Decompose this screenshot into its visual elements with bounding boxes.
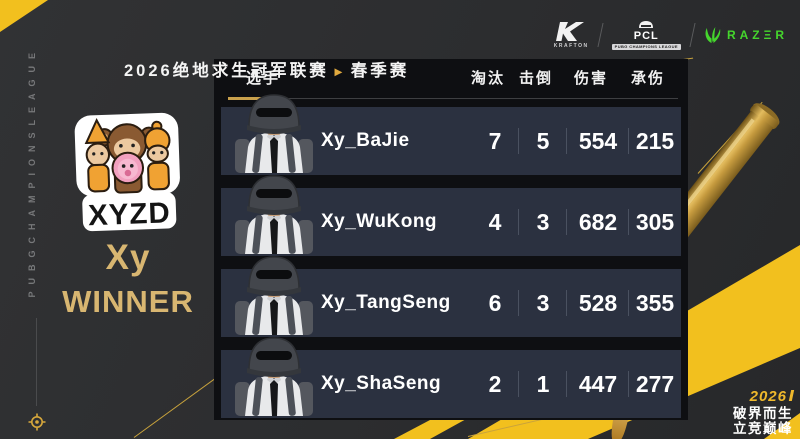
stat-taken: 277 xyxy=(629,371,681,398)
player-avatar xyxy=(221,337,321,418)
stat-kills: 7 xyxy=(488,127,502,154)
stat-kills: 2 xyxy=(488,370,502,397)
stat-damage: 682 xyxy=(567,209,629,236)
stat-knocks: 5 xyxy=(519,128,567,155)
krafton-logo: KRAFTON xyxy=(553,21,589,49)
table-header: 选手 淘汰 击倒 伤害 承伤 xyxy=(214,59,688,100)
header-damage: 伤害 xyxy=(573,69,608,87)
player-name: Xy_BaJie xyxy=(321,130,410,151)
footer-slogan: 2026 破界而生 立竞巅峰 xyxy=(733,387,795,436)
table-row: Xy_WuKong 4 3 682 305 xyxy=(221,175,681,256)
logo-divider xyxy=(689,23,696,47)
winner-label: WINNER xyxy=(62,284,194,319)
stat-damage: 554 xyxy=(567,128,629,155)
compass-icon xyxy=(28,413,46,436)
table-row: Xy_TangSeng 6 3 528 355 xyxy=(221,256,681,337)
slogan-line-1: 破界而生 xyxy=(733,405,793,421)
stat-damage: 447 xyxy=(567,371,629,398)
header-knocks: 击倒 xyxy=(518,69,553,87)
corner-accent-top-left xyxy=(0,0,48,32)
razer-label: RAZΞR xyxy=(726,28,788,42)
year-tick xyxy=(788,389,795,401)
stat-damage: 528 xyxy=(567,290,629,317)
razer-logo: RAZΞR xyxy=(704,26,788,44)
player-name: Xy_WuKong xyxy=(321,211,438,232)
header-player: 选手 xyxy=(246,69,281,87)
header-kills: 淘汰 xyxy=(470,69,505,87)
title-arrow-icon: ▸ xyxy=(334,63,345,79)
team-logo-xyzd: XYZD xyxy=(60,108,196,242)
player-avatar xyxy=(221,94,321,175)
header-underline xyxy=(228,97,678,100)
team-name: Xy xyxy=(105,238,151,277)
krafton-k-icon xyxy=(556,21,585,41)
stat-taken: 355 xyxy=(629,290,681,317)
header-taken: 承伤 xyxy=(630,69,665,87)
team-logo-text: XYZD xyxy=(88,196,172,232)
table-row: Xy_ShaSeng 2 1 447 277 xyxy=(221,337,681,418)
event-title-main: 2026绝地求生冠军联赛 xyxy=(124,62,329,80)
sponsor-logos: KRAFTON PCL PUBG CHAMPIONS LEAGUE RAZΞR xyxy=(554,20,788,50)
footer-year: 2026 xyxy=(749,387,787,405)
pcl-helmet-icon xyxy=(639,21,654,28)
stat-taken: 215 xyxy=(629,128,681,155)
krafton-label: KRAFTON xyxy=(553,42,589,49)
player-name: Xy_ShaSeng xyxy=(321,373,442,394)
stat-knocks: 3 xyxy=(519,290,567,317)
event-title: 2026绝地求生冠军联赛 ▸ 春季赛 xyxy=(124,57,409,81)
stat-knocks: 3 xyxy=(519,209,567,236)
pcl-logo: PCL PUBG CHAMPIONS LEAGUE xyxy=(611,20,681,50)
rail-divider xyxy=(36,318,37,406)
stat-kills: 6 xyxy=(488,289,502,316)
event-title-sub: 春季赛 xyxy=(350,62,410,80)
razer-triple-snake-icon xyxy=(705,26,721,43)
pcl-banner: PUBG CHAMPIONS LEAGUE xyxy=(611,44,681,50)
table-rows: Xy_BaJie 7 5 554 215 Xy_WuKong 4 3 682 3… xyxy=(214,94,688,418)
stats-panel: 选手 淘汰 击倒 伤害 承伤 Xy_BaJie 7 5 554 215 Xy_W… xyxy=(214,59,688,420)
table-row: Xy_BaJie 7 5 554 215 xyxy=(221,94,681,175)
stat-taken: 305 xyxy=(629,209,681,236)
stat-kills: 4 xyxy=(488,208,502,235)
stat-knocks: 1 xyxy=(519,371,567,398)
player-name: Xy_TangSeng xyxy=(321,292,451,313)
slogan-line-2: 立竞巅峰 xyxy=(733,420,793,436)
gold-line xyxy=(133,378,216,438)
pcl-label: PCL xyxy=(633,30,659,42)
logo-divider xyxy=(597,23,604,47)
